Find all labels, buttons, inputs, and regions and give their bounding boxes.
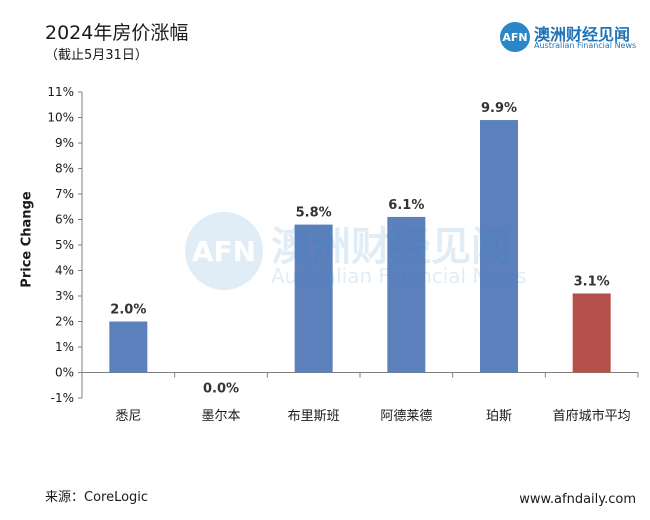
y-tick-label: 7% (55, 187, 74, 201)
x-tick-label: 悉尼 (115, 409, 141, 424)
afn-logo-mark: AFN (500, 22, 530, 52)
afn-logo-name-cn: 澳洲财经见闻 (534, 25, 631, 44)
y-tick-label: 4% (55, 264, 74, 278)
x-tick-label: 布里斯班 (288, 409, 340, 424)
afn-logo: AFN 澳洲财经见闻 Australian Financial News (500, 20, 640, 56)
chart-subtitle: （截止5月31日） (45, 48, 148, 63)
bar (387, 216, 426, 373)
y-tick-label: 8% (55, 162, 74, 176)
x-tick-label: 首府城市平均 (553, 408, 631, 424)
y-tick-label: 0% (55, 366, 74, 380)
y-tick-label: 10% (47, 111, 74, 125)
x-tick-label: 珀斯 (486, 409, 512, 424)
data-label: 5.8% (296, 206, 332, 221)
x-tick-label: 阿德莱德 (380, 409, 432, 424)
bar (109, 321, 148, 373)
bar (480, 120, 518, 373)
data-label: 6.1% (388, 198, 424, 213)
y-tick-label: 6% (55, 213, 74, 227)
y-tick-label: 9% (55, 136, 74, 150)
data-label: 2.0% (110, 303, 146, 318)
x-tick-label: 墨尔本 (201, 409, 240, 424)
bar (294, 224, 333, 373)
website-url: www.afndaily.com (519, 492, 636, 507)
y-tick-label: -1% (51, 391, 74, 405)
data-label: 3.1% (574, 274, 610, 289)
y-tick-label: 5% (55, 238, 74, 252)
chart-title: 2024年房价涨幅 (45, 22, 189, 44)
afn-logo-name-en: Australian Financial News (534, 41, 637, 50)
bar (572, 293, 611, 373)
data-label: 0.0% (203, 382, 239, 397)
y-tick-label: 2% (55, 315, 74, 329)
y-tick-label: 11% (47, 85, 74, 99)
y-tick-label: 3% (55, 289, 74, 303)
y-tick-label: 1% (55, 340, 74, 354)
data-source: 来源：CoreLogic (45, 490, 149, 505)
data-label: 9.9% (481, 101, 517, 116)
